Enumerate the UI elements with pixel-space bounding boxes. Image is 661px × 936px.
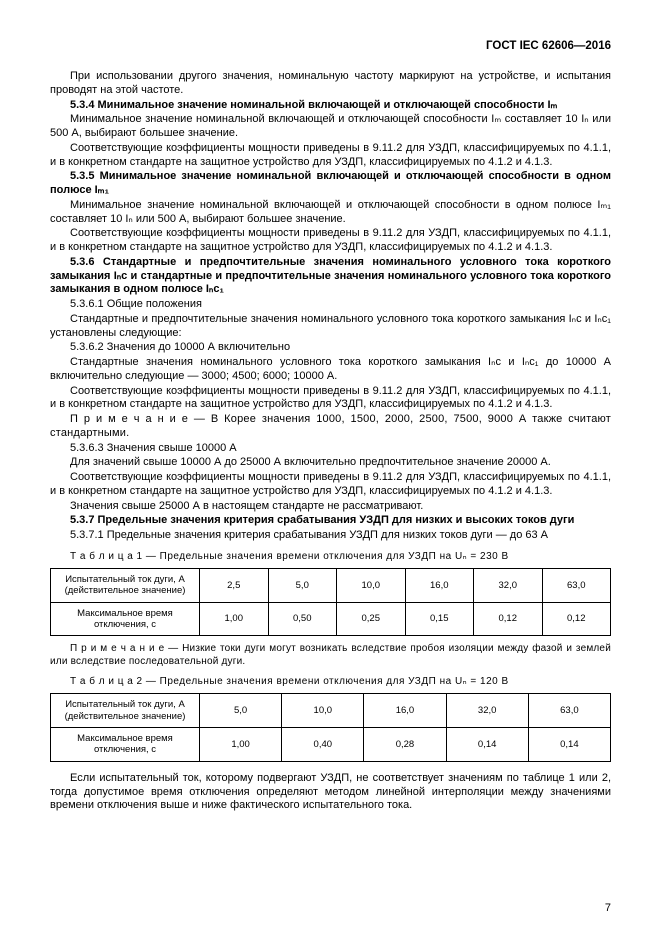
table-row: Максимальное время отключения, с 1,00 0,…: [51, 602, 611, 636]
cell: 0,14: [528, 728, 610, 762]
note-2: П р и м е ч а н и е — Низкие токи дуги м…: [50, 642, 611, 668]
cell: 0,14: [446, 728, 528, 762]
para: Соответствующие коэффициенты мощности пр…: [50, 385, 611, 413]
row-label: Испытательный ток дуги, А (действительно…: [51, 568, 200, 602]
table-1-caption: Т а б л и ц а 1 — Предельные значения вр…: [50, 551, 611, 562]
cell: 0,15: [405, 602, 474, 636]
sec-5-3-6-title: 5.3.6 Стандартные и предпочтительные зна…: [50, 256, 611, 296]
cell: 0,28: [364, 728, 446, 762]
cell: 0,50: [268, 602, 337, 636]
table-2: Испытательный ток дуги, А (действительно…: [50, 693, 611, 762]
row-label: Испытательный ток дуги, А (действительно…: [51, 694, 200, 728]
para: Стандартные и предпочтительные значения …: [50, 313, 611, 341]
para: При использовании другого значения, номи…: [50, 70, 611, 98]
cell: 32,0: [446, 694, 528, 728]
note-1: П р и м е ч а н и е — В Корее значения 1…: [50, 413, 611, 441]
final-para: Если испытательный ток, которому подверг…: [50, 772, 611, 813]
para: Стандартные значения номинального условн…: [50, 356, 611, 384]
cell: 63,0: [528, 694, 610, 728]
cell: 16,0: [364, 694, 446, 728]
table-row: Максимальное время отключения, с 1,00 0,…: [51, 728, 611, 762]
cell: 1,00: [200, 602, 269, 636]
cell: 16,0: [405, 568, 474, 602]
cell: 5,0: [268, 568, 337, 602]
table-row: Испытательный ток дуги, А (действительно…: [51, 694, 611, 728]
table-1: Испытательный ток дуги, А (действительно…: [50, 568, 611, 637]
sec-5-3-6-2-title: 5.3.6.2 Значения до 10000 А включительно: [50, 341, 611, 355]
para: Соответствующие коэффициенты мощности пр…: [50, 227, 611, 255]
cell: 1,00: [200, 728, 282, 762]
para: Минимальное значение номинальной включаю…: [50, 113, 611, 141]
sec-5-3-5-title: 5.3.5 Минимальное значение номинальной в…: [50, 170, 611, 196]
cell: 10,0: [337, 568, 406, 602]
cell: 32,0: [474, 568, 543, 602]
table-row: Испытательный ток дуги, А (действительно…: [51, 568, 611, 602]
para: Значения свыше 25000 А в настоящем станд…: [50, 500, 611, 514]
sec-5-3-7-1-title: 5.3.7.1 Предельные значения критерия сра…: [50, 529, 611, 543]
sec-5-3-4-title: 5.3.4 Минимальное значение номинальной в…: [70, 99, 557, 111]
para: Для значений свыше 10000 А до 25000 А вк…: [50, 456, 611, 470]
para: Минимальное значение номинальной включаю…: [50, 199, 611, 227]
sec-5-3-6-1-title: 5.3.6.1 Общие положения: [50, 298, 611, 312]
cell: 0,40: [282, 728, 364, 762]
cell: 5,0: [200, 694, 282, 728]
row-label: Максимальное время отключения, с: [51, 728, 200, 762]
page-number: 7: [605, 902, 611, 914]
cell: 10,0: [282, 694, 364, 728]
doc-header: ГОСТ IEC 62606—2016: [50, 40, 611, 52]
cell: 2,5: [200, 568, 269, 602]
cell: 0,12: [542, 602, 611, 636]
cell: 0,25: [337, 602, 406, 636]
cell: 63,0: [542, 568, 611, 602]
cell: 0,12: [474, 602, 543, 636]
sec-5-3-7-title: 5.3.7 Предельные значения критерия сраба…: [70, 514, 574, 526]
body-content: При использовании другого значения, номи…: [50, 70, 611, 543]
row-label: Максимальное время отключения, с: [51, 602, 200, 636]
para: Соответствующие коэффициенты мощности пр…: [50, 471, 611, 499]
sec-5-3-6-3-title: 5.3.6.3 Значения свыше 10000 А: [50, 442, 611, 456]
table-2-caption: Т а б л и ц а 2 — Предельные значения вр…: [50, 676, 611, 687]
para: Соответствующие коэффициенты мощности пр…: [50, 142, 611, 170]
